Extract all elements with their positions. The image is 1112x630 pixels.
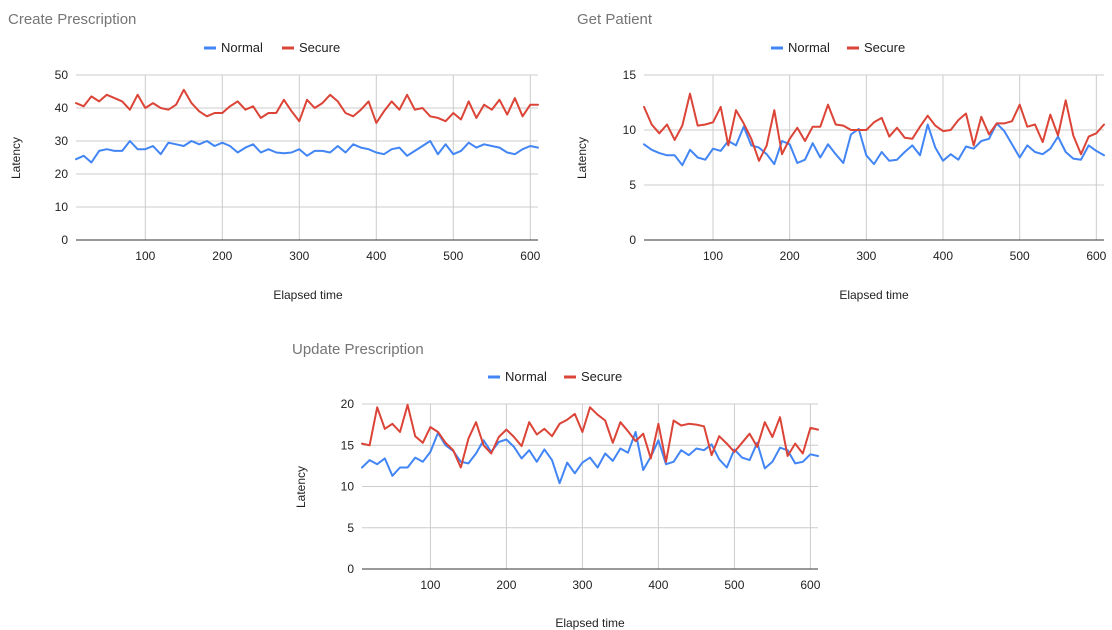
x-tick-label: 100 xyxy=(135,249,155,263)
chart-title: Get Patient xyxy=(577,11,653,28)
legend-label-secure: Secure xyxy=(864,40,905,55)
legend: Normal Secure xyxy=(488,369,622,384)
x-axis-title: Elapsed time xyxy=(839,288,909,302)
x-tick-label: 500 xyxy=(724,578,744,592)
series-line-secure xyxy=(75,88,539,124)
x-tick-label: 200 xyxy=(780,249,800,263)
x-tick-label: 300 xyxy=(572,578,592,592)
legend-label-secure: Secure xyxy=(299,40,340,55)
x-tick-label: 600 xyxy=(800,578,820,592)
legend: Normal Secure xyxy=(204,40,340,55)
y-tick-label: 0 xyxy=(629,233,636,247)
y-tick-label: 0 xyxy=(61,233,68,247)
x-tick-label: 300 xyxy=(289,249,309,263)
y-tick-label: 5 xyxy=(347,521,354,535)
series-line-secure xyxy=(643,92,1105,162)
chart-get-patient: Get Patient Normal Secure 0 5 10 15 100 200 30… xyxy=(575,11,1107,302)
y-tick-label: 40 xyxy=(55,101,69,115)
x-tick-label: 200 xyxy=(496,578,516,592)
y-tick-label: 20 xyxy=(55,167,69,181)
plot-area: 0 5 10 15 100 200 300 400 500 600 xyxy=(623,68,1107,263)
x-axis-title: Elapsed time xyxy=(273,288,343,302)
y-axis-title: Latency xyxy=(9,137,23,179)
legend-label-normal: Normal xyxy=(221,40,263,55)
legend-label-secure: Secure xyxy=(581,369,622,384)
legend-label-normal: Normal xyxy=(788,40,830,55)
y-tick-label: 10 xyxy=(55,200,69,214)
x-tick-label: 300 xyxy=(856,249,876,263)
y-tick-label: 15 xyxy=(341,438,355,452)
x-tick-label: 600 xyxy=(1086,249,1106,263)
series-line-normal xyxy=(643,122,1105,167)
y-tick-label: 15 xyxy=(623,68,637,82)
chart-update-prescription: Update Prescription Normal Secure 0 5 10 15… xyxy=(292,341,821,630)
legend: Normal Secure xyxy=(771,40,905,55)
y-tick-label: 20 xyxy=(341,397,355,411)
chart-title: Update Prescription xyxy=(292,341,424,358)
y-tick-label: 10 xyxy=(341,480,355,494)
x-tick-label: 100 xyxy=(703,249,723,263)
x-tick-label: 500 xyxy=(443,249,463,263)
y-tick-label: 10 xyxy=(623,123,637,137)
x-axis-title: Elapsed time xyxy=(555,616,625,630)
y-axis-title: Latency xyxy=(575,137,589,179)
series-line-normal xyxy=(75,140,539,164)
x-tick-label: 400 xyxy=(648,578,668,592)
y-axis-title: Latency xyxy=(294,466,308,508)
x-tick-label: 400 xyxy=(366,249,386,263)
legend-label-normal: Normal xyxy=(505,369,547,384)
x-tick-label: 500 xyxy=(1010,249,1030,263)
x-tick-label: 600 xyxy=(520,249,540,263)
chart-create-prescription: Create Prescription Normal Secure 0 10 20 3… xyxy=(8,11,541,302)
y-tick-label: 30 xyxy=(55,134,69,148)
y-tick-label: 0 xyxy=(347,562,354,576)
series-line-secure xyxy=(361,403,819,469)
y-tick-label: 5 xyxy=(629,178,636,192)
chart-title: Create Prescription xyxy=(8,11,136,28)
y-tick-label: 50 xyxy=(55,68,69,82)
plot-area: 0 10 20 30 40 50 100 200 300 400 500 600 xyxy=(55,68,541,263)
x-tick-label: 400 xyxy=(933,249,953,263)
x-tick-label: 200 xyxy=(212,249,232,263)
x-tick-label: 100 xyxy=(420,578,440,592)
plot-area: 0 5 10 15 20 100 200 300 400 500 600 xyxy=(341,397,821,592)
